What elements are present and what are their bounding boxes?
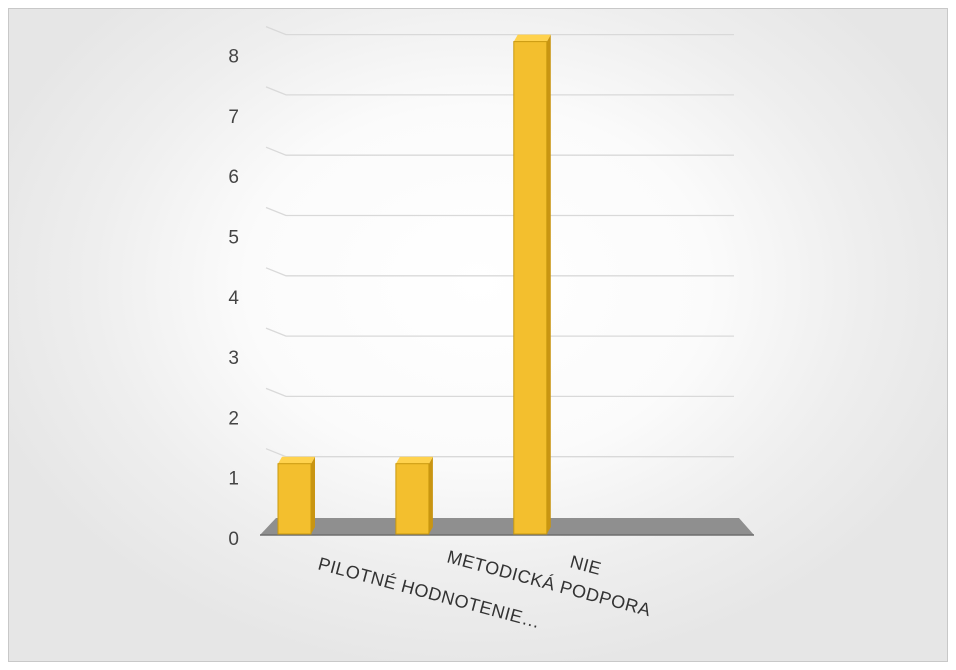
chart-floor bbox=[260, 518, 754, 535]
bar bbox=[513, 41, 548, 535]
chart-frame: 0 1 2 3 4 5 6 7 8 PILOTNÉ HODNOTENIE… METODICKÁ PO… bbox=[8, 8, 948, 662]
bar-top bbox=[278, 456, 315, 464]
y-tick-label: 4 bbox=[228, 288, 239, 309]
y-tick-label: 2 bbox=[228, 408, 239, 429]
gridline bbox=[265, 327, 734, 337]
y-tick-label: 6 bbox=[228, 167, 239, 188]
y-tick-label: 0 bbox=[228, 529, 239, 550]
gridline bbox=[265, 267, 734, 277]
bar-top bbox=[395, 456, 433, 464]
bar bbox=[277, 463, 312, 535]
y-tick-label: 8 bbox=[228, 47, 239, 68]
gridline bbox=[265, 387, 734, 398]
x-category-label: NIE bbox=[568, 552, 604, 579]
y-tick-label: 5 bbox=[228, 228, 239, 249]
gridline bbox=[265, 86, 734, 96]
bar-side bbox=[311, 456, 315, 534]
bar-top bbox=[513, 34, 551, 42]
y-tick-label: 7 bbox=[228, 107, 239, 128]
gridline bbox=[265, 25, 734, 36]
gridline bbox=[265, 206, 734, 217]
y-tick-label: 3 bbox=[228, 348, 239, 369]
gridline bbox=[265, 448, 734, 458]
gridline bbox=[265, 146, 734, 156]
bar bbox=[395, 463, 430, 535]
bar-side bbox=[546, 34, 551, 534]
y-tick-label: 1 bbox=[228, 469, 239, 490]
bar-side bbox=[428, 456, 433, 534]
